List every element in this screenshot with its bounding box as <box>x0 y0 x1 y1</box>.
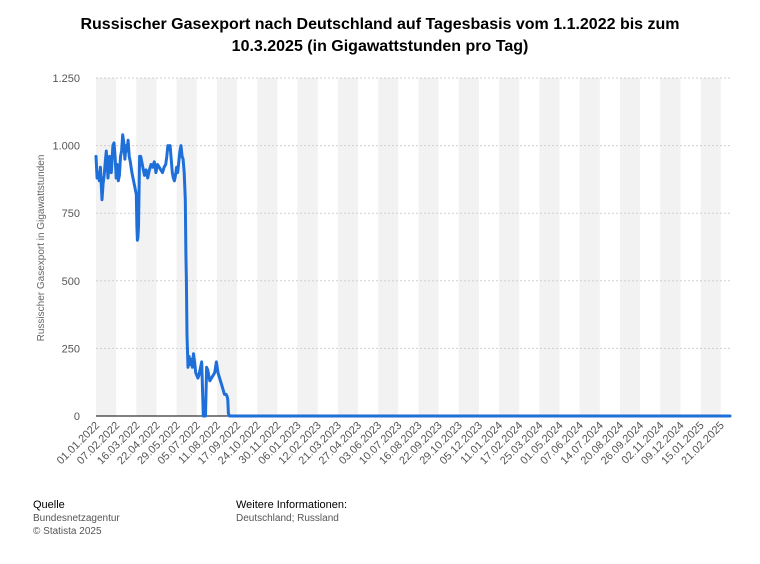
y-tick-label: 500 <box>62 276 80 288</box>
y-tick-label: 1.250 <box>52 73 80 85</box>
background-band <box>619 78 641 416</box>
info-heading: Weitere Informationen: <box>236 499 348 511</box>
background-band <box>96 78 117 416</box>
y-axis-label: Russischer Gasexport in Gigawattstunden <box>36 155 47 342</box>
y-tick-label: 1.000 <box>52 141 80 153</box>
chart-title: Russischer Gasexport nach Deutschland au… <box>40 14 720 58</box>
info-block: Weitere Informationen: Deutschland; Russ… <box>236 499 347 525</box>
y-tick-label: 750 <box>62 208 80 220</box>
source-text: Bundesnetzagentur <box>33 513 120 524</box>
background-band <box>700 78 721 416</box>
series-line <box>94 133 732 418</box>
background-band <box>136 78 157 416</box>
background-band <box>418 78 439 416</box>
info-text: Deutschland; Russland <box>236 513 339 524</box>
chart-title-line1: Russischer Gasexport nach Deutschland au… <box>80 16 680 33</box>
background-band <box>458 78 479 416</box>
gridlines <box>96 77 730 349</box>
background-band <box>499 78 520 416</box>
copyright-text: © Statista 2025 <box>33 526 102 537</box>
background-band <box>337 78 358 416</box>
background-band <box>378 78 399 416</box>
y-tick-label: 250 <box>62 343 80 355</box>
x-axis-ticks: 01.01.202207.02.202216.03.202222.04.2022… <box>55 420 727 467</box>
y-axis-ticks: 0 250 500 750 1.000 1.250 <box>52 73 80 423</box>
background-bands <box>96 78 721 416</box>
chart-title-line2: 10.3.2025 (in Gigawattstunden pro Tag) <box>231 38 529 55</box>
background-band <box>579 78 600 416</box>
background-band <box>297 78 318 416</box>
background-band <box>539 78 560 416</box>
background-band <box>660 78 681 416</box>
source-heading: Quelle <box>33 499 65 511</box>
background-band <box>257 78 278 416</box>
background-band <box>216 78 238 416</box>
source-block: Quelle Bundesnetzagentur © Statista 2025 <box>33 499 120 538</box>
y-tick-label: 0 <box>74 411 80 423</box>
